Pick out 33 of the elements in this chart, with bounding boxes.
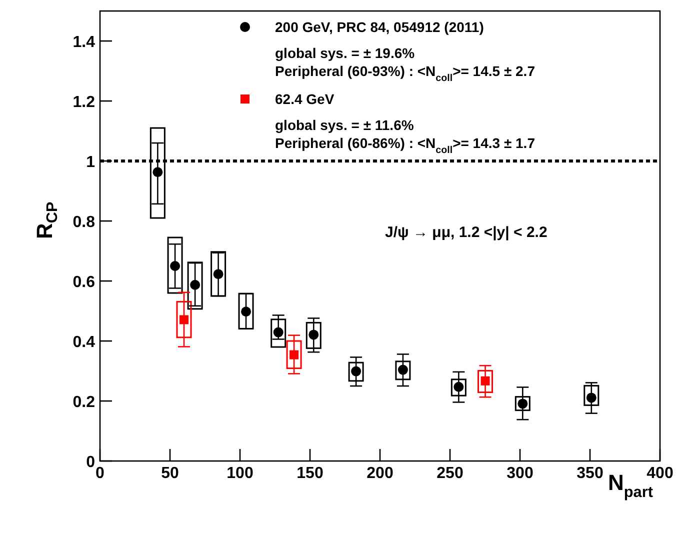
annotation: J/ψ → μμ, 1.2 <|y| < 2.2 — [385, 224, 548, 241]
annotation: Peripheral (60-93%) : <N$_{coll}$>= 14.5 ± 2.7 — [275, 63, 536, 84]
bar — [348, 362, 364, 382]
bar — [167, 236, 183, 294]
x-tick-label: 100 — [226, 465, 254, 482]
y-tick-label: 0.8 — [72, 214, 96, 231]
x-tick-label: 50 — [161, 465, 179, 482]
y-tick-label: 0.6 — [72, 274, 96, 291]
point — [152, 167, 163, 178]
bar — [187, 262, 203, 310]
y-tick-label: 0.2 — [72, 394, 96, 411]
annotation: global sys. = ± 19.6% — [275, 45, 416, 61]
y-tick-label: 1 — [86, 154, 96, 171]
y-tick-label: 1.4 — [72, 34, 96, 51]
x-tick-label: 200 — [366, 465, 394, 482]
x-tick-label: 350 — [576, 465, 604, 482]
point — [170, 261, 180, 271]
x-tick-label: 150 — [296, 465, 324, 482]
point — [190, 280, 200, 290]
y-tick-label: 0 — [86, 454, 96, 471]
bar — [306, 322, 322, 349]
annotation: Peripheral (60-86%) : <N$_{coll}$>= 14.3 ± 1.7 — [275, 135, 536, 156]
y-tick-label: 0.4 — [72, 334, 96, 351]
y-tick-label: 1.2 — [72, 94, 96, 111]
x-tick-label: 300 — [506, 465, 534, 482]
legend-label: 62.4 GeV — [275, 91, 335, 107]
bar — [270, 318, 286, 348]
legend-label: 200 GeV, PRC 84, 054912 (2011) — [275, 19, 484, 35]
bar — [286, 340, 302, 370]
annotation: global sys. = ± 11.6% — [275, 117, 414, 133]
bar — [478, 370, 494, 394]
x-tick-label: 250 — [436, 465, 464, 482]
point — [213, 269, 224, 280]
